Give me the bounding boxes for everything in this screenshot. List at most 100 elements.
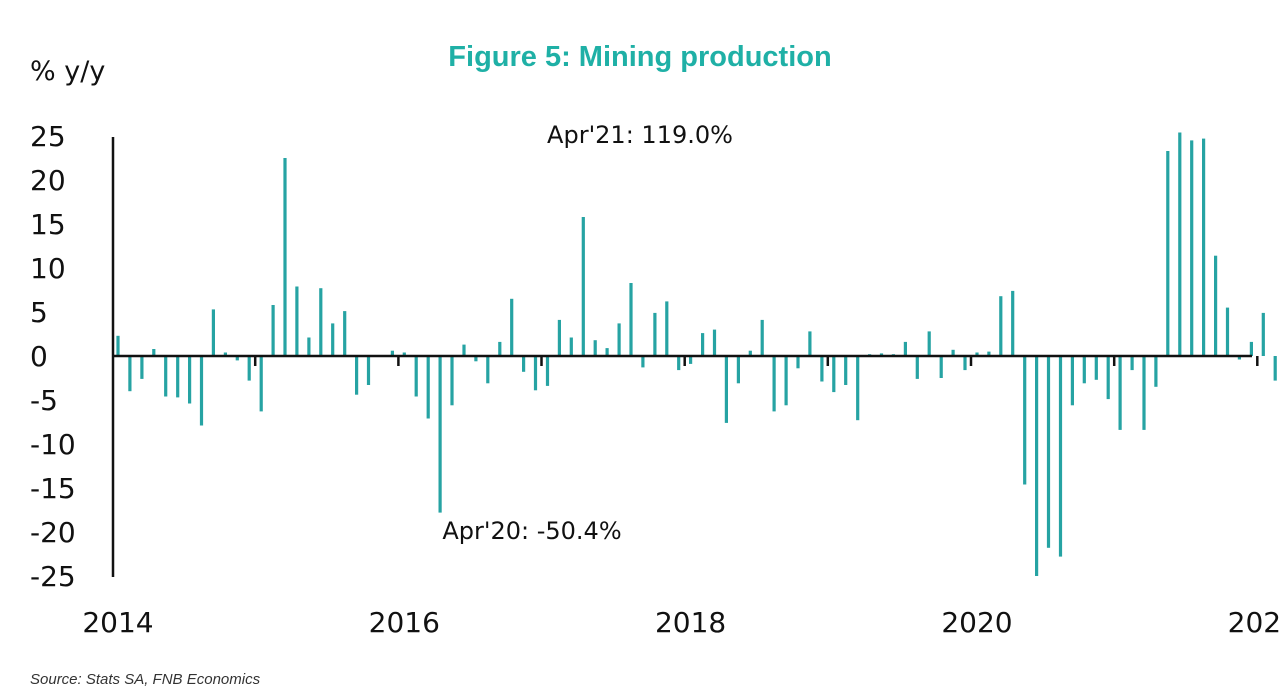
bar [999, 296, 1003, 356]
y-tick-label: -15 [30, 472, 76, 505]
bar [915, 356, 919, 379]
y-tick-label: 15 [30, 208, 66, 241]
bar [498, 341, 502, 356]
bar [1023, 356, 1027, 485]
y-tick-label: 20 [30, 164, 66, 197]
bar [1237, 356, 1241, 360]
y-tick-label: -5 [30, 384, 58, 417]
bar [1154, 356, 1158, 387]
bar [366, 356, 371, 385]
y-tick-label: -10 [30, 428, 76, 461]
bar [629, 283, 633, 356]
bar [1214, 255, 1218, 356]
bar [390, 350, 394, 356]
bar [1082, 356, 1086, 384]
bar [199, 356, 204, 426]
bar [414, 356, 418, 397]
bar [689, 356, 693, 364]
bar [808, 331, 812, 356]
x-tick-group: 2014 2016 2018 2020 2022 [82, 606, 1280, 639]
bar [545, 356, 550, 386]
bar [438, 356, 442, 513]
bar [1202, 138, 1206, 356]
bar [724, 356, 728, 423]
bar [533, 356, 538, 391]
bar [510, 298, 514, 356]
bar [1011, 290, 1015, 356]
bar [1273, 356, 1277, 381]
bar [963, 356, 967, 371]
bar [796, 356, 800, 369]
bar [1261, 312, 1265, 356]
x-tick-label: 2020 [941, 606, 1012, 639]
bar [1094, 356, 1098, 380]
bar [1046, 356, 1051, 548]
bar [116, 335, 120, 356]
bar [939, 356, 943, 378]
bar [653, 312, 657, 356]
year-tick-group [253, 356, 1259, 366]
bar [1035, 356, 1039, 576]
x-tick-label: 2022 [1228, 606, 1280, 639]
bar [450, 356, 454, 406]
bar [820, 356, 824, 382]
bar [605, 348, 609, 356]
bar [677, 356, 681, 371]
y-axis-label: % y/y [30, 56, 105, 87]
bar [474, 356, 478, 362]
bar [259, 356, 263, 412]
x-tick-label: 2016 [369, 606, 440, 639]
annotation-apr20: Apr'20: -50.4% [442, 517, 621, 545]
bar [927, 331, 931, 356]
bar [223, 352, 227, 356]
bar [235, 356, 239, 361]
bar [140, 356, 144, 379]
x-tick-label: 2018 [655, 606, 726, 639]
bar [462, 344, 466, 356]
bar [581, 217, 585, 356]
bar [1190, 140, 1194, 356]
chart-title: Figure 5: Mining production [448, 41, 831, 73]
bar [426, 356, 430, 419]
bar [701, 333, 705, 356]
bar [331, 323, 335, 356]
bar [1142, 356, 1146, 430]
bar [188, 356, 192, 404]
annotation-apr21: Apr'21: 119.0% [547, 121, 733, 149]
bar [784, 356, 788, 406]
bar [1130, 356, 1134, 371]
bar [760, 319, 764, 356]
y-tick-label: 10 [30, 252, 66, 285]
bar [355, 356, 359, 395]
bar [283, 158, 287, 356]
bar [569, 337, 573, 356]
bar [319, 288, 323, 356]
y-tick-group: 25 20 15 10 5 0 -5 -10 -15 -20 -25 [30, 120, 76, 593]
y-tick-label: 25 [30, 120, 66, 153]
bar [736, 356, 740, 384]
bar [856, 356, 860, 421]
bar [832, 356, 836, 393]
bar [1178, 132, 1182, 356]
bar [772, 356, 776, 412]
bar [522, 356, 526, 372]
bar [402, 352, 406, 356]
bar [1118, 356, 1122, 430]
bar [712, 329, 717, 356]
y-tick-label: -25 [30, 560, 76, 593]
bar [665, 301, 669, 356]
bar [557, 319, 561, 356]
bar [951, 349, 955, 356]
bar [486, 356, 490, 384]
bar [128, 356, 132, 392]
bar [176, 356, 180, 398]
bar [844, 356, 848, 385]
bar [1070, 356, 1074, 406]
bar [164, 356, 168, 397]
bar [879, 353, 884, 356]
bar [748, 350, 752, 356]
bar [247, 356, 251, 381]
y-tick-label: -20 [30, 516, 76, 549]
x-tick-label: 2014 [82, 606, 153, 639]
